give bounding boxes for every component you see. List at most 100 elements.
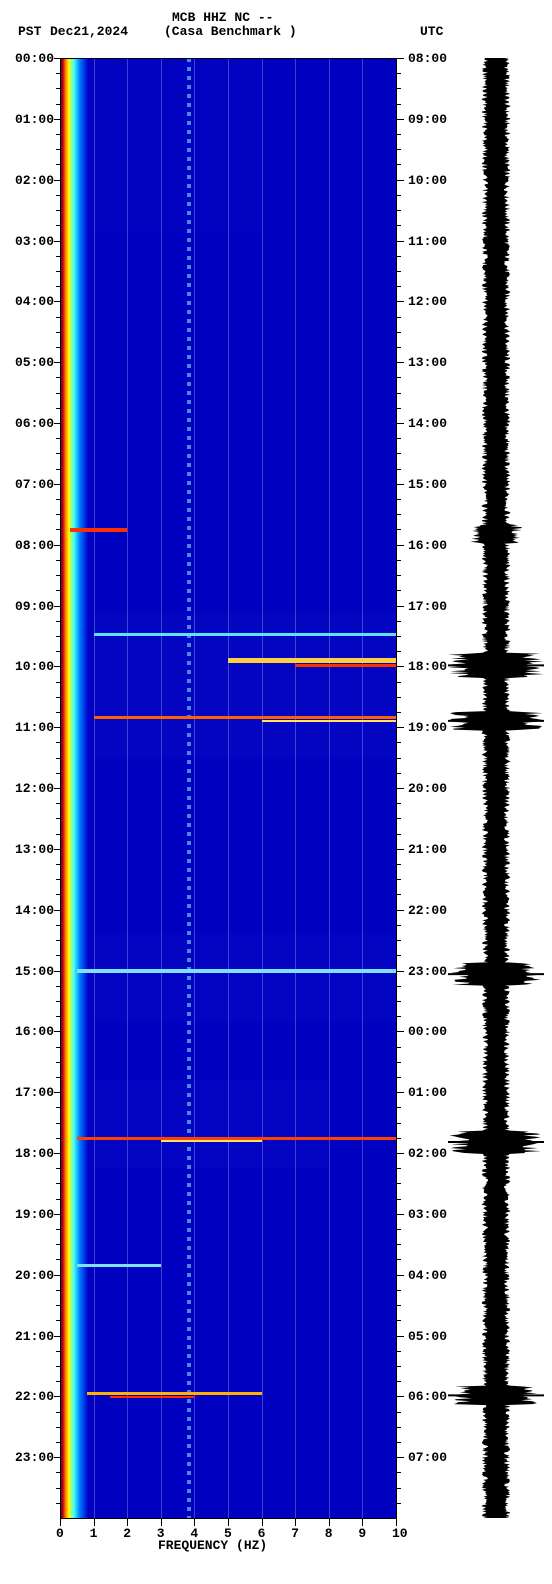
header: PST Dec21,2024 MCB HHZ NC -- (Casa Bench… [0, 0, 552, 58]
low-freq-edge [60, 58, 88, 1518]
left-hour-label: 10:00 [15, 659, 54, 674]
right-tick [396, 1336, 404, 1337]
waveform-trace [448, 58, 544, 1518]
event-streak [77, 1264, 161, 1267]
left-hour-label: 04:00 [15, 294, 54, 309]
left-hour-label: 09:00 [15, 599, 54, 614]
right-hour-label: 11:00 [408, 234, 447, 249]
right-tick [396, 1396, 404, 1397]
gridline [228, 58, 229, 1518]
right-hour-label: 20:00 [408, 781, 447, 796]
noise-patch [94, 58, 262, 233]
gridline [362, 58, 363, 1518]
right-tick [396, 1275, 404, 1276]
right-hour-label: 06:00 [408, 1389, 447, 1404]
event-streak [262, 720, 396, 722]
x-tick-label: 3 [157, 1526, 165, 1541]
noise-patch [94, 1080, 329, 1168]
plot-border [396, 58, 397, 1518]
tz-right-label: UTC [420, 24, 443, 39]
gridline [161, 58, 162, 1518]
gridline [262, 58, 263, 1518]
right-tick [396, 727, 404, 728]
station-label: MCB HHZ NC -- [172, 10, 273, 25]
right-tick [396, 666, 404, 667]
right-hour-label: 21:00 [408, 842, 447, 857]
x-tick-label: 8 [325, 1526, 333, 1541]
x-tick [161, 1518, 162, 1526]
right-tick [396, 545, 404, 546]
x-tick [396, 1518, 397, 1526]
right-tick [396, 1153, 404, 1154]
left-hour-label: 22:00 [15, 1389, 54, 1404]
right-hour-label: 04:00 [408, 1268, 447, 1283]
left-hour-label: 06:00 [15, 416, 54, 431]
event-streak [70, 528, 127, 532]
right-tick [396, 1092, 404, 1093]
right-hour-label: 10:00 [408, 173, 447, 188]
left-hour-label: 20:00 [15, 1268, 54, 1283]
right-hour-label: 01:00 [408, 1085, 447, 1100]
right-hour-label: 05:00 [408, 1329, 447, 1344]
x-axis-title: FREQUENCY (HZ) [158, 1538, 267, 1553]
tz-left-label: PST [18, 24, 41, 39]
left-hour-label: 00:00 [15, 51, 54, 66]
right-tick [396, 301, 404, 302]
left-hour-label: 08:00 [15, 538, 54, 553]
left-hour-label: 11:00 [15, 720, 54, 735]
left-hour-label: 23:00 [15, 1450, 54, 1465]
left-hour-label: 01:00 [15, 112, 54, 127]
x-tick-label: 1 [90, 1526, 98, 1541]
x-tick-label: 9 [358, 1526, 366, 1541]
right-hour-label: 14:00 [408, 416, 447, 431]
x-tick [228, 1518, 229, 1526]
date-label: Dec21,2024 [50, 24, 128, 39]
right-tick [396, 1214, 404, 1215]
waveform-svg [448, 58, 544, 1518]
x-tick [194, 1518, 195, 1526]
x-tick [362, 1518, 363, 1526]
x-tick [94, 1518, 95, 1526]
left-hour-label: 05:00 [15, 355, 54, 370]
gridline [127, 58, 128, 1518]
right-tick [396, 788, 404, 789]
right-hour-label: 13:00 [408, 355, 447, 370]
left-hour-label: 18:00 [15, 1146, 54, 1161]
right-hour-label: 02:00 [408, 1146, 447, 1161]
right-hour-label: 03:00 [408, 1207, 447, 1222]
noise-patch [94, 934, 396, 1022]
right-hour-label: 19:00 [408, 720, 447, 735]
gridline [94, 58, 95, 1518]
left-hour-label: 14:00 [15, 903, 54, 918]
right-hour-label: 16:00 [408, 538, 447, 553]
right-tick [396, 971, 404, 972]
gridline [329, 58, 330, 1518]
x-tick-label: 6 [258, 1526, 266, 1541]
right-hour-label: 18:00 [408, 659, 447, 674]
x-tick-label: 2 [123, 1526, 131, 1541]
left-hour-label: 17:00 [15, 1085, 54, 1100]
x-tick [329, 1518, 330, 1526]
x-tick [262, 1518, 263, 1526]
persistent-tone-line [187, 58, 191, 1518]
left-hour-label: 13:00 [15, 842, 54, 857]
right-hour-label: 17:00 [408, 599, 447, 614]
plot-border [60, 1518, 396, 1519]
right-hour-label: 00:00 [408, 1024, 447, 1039]
left-hour-label: 19:00 [15, 1207, 54, 1222]
plot-border [60, 58, 396, 59]
left-hour-label: 12:00 [15, 781, 54, 796]
gridline [194, 58, 195, 1518]
plot-border [60, 58, 61, 1518]
right-hour-label: 08:00 [408, 51, 447, 66]
event-streak [228, 658, 396, 663]
right-tick [396, 180, 404, 181]
right-tick [396, 119, 404, 120]
x-tick [295, 1518, 296, 1526]
spectrogram-plot [60, 58, 396, 1518]
event-streak [94, 633, 396, 636]
left-hour-label: 21:00 [15, 1329, 54, 1344]
right-hour-label: 23:00 [408, 964, 447, 979]
right-tick [396, 1457, 404, 1458]
right-tick [396, 1031, 404, 1032]
